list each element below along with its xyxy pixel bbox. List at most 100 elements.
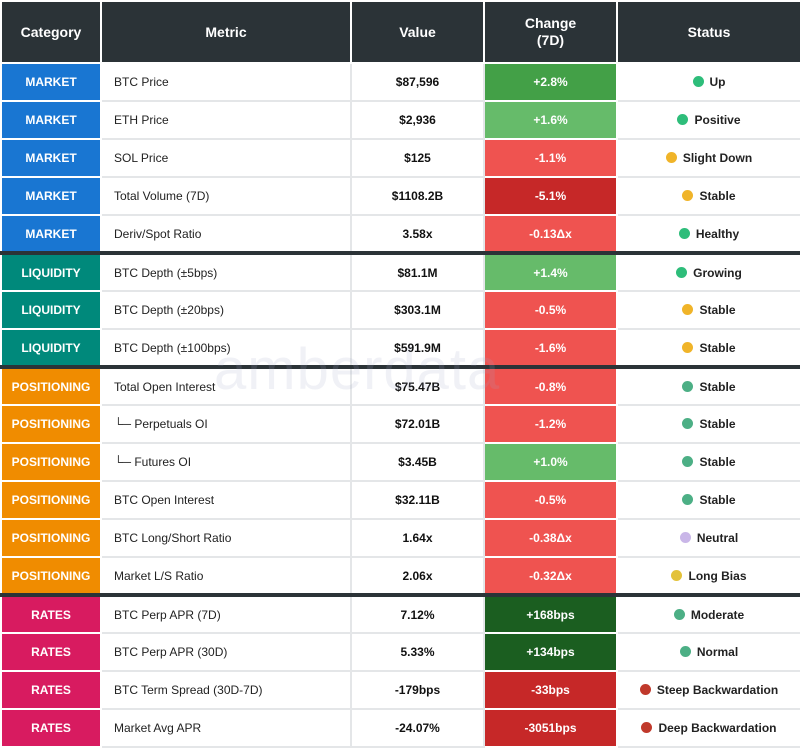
category-badge: POSITIONING xyxy=(0,442,102,482)
value-cell: $75.47B xyxy=(350,365,485,406)
status-cell: Normal xyxy=(616,632,800,672)
status-cell: Moderate xyxy=(616,593,800,634)
status-dot-icon xyxy=(682,190,694,201)
metric-cell: Deriv/Spot Ratio xyxy=(100,214,352,254)
status-dot-icon xyxy=(682,418,694,429)
category-badge: MARKET xyxy=(0,176,102,216)
category-badge: POSITIONING xyxy=(0,365,102,406)
metric-cell: Total Volume (7D) xyxy=(100,176,352,216)
value-cell: 1.64x xyxy=(350,518,485,558)
table-row: POSITIONING BTC Long/Short Ratio 1.64x -0.3… xyxy=(0,518,800,558)
status-cell: Up xyxy=(616,62,800,102)
change-cell: +2.8% xyxy=(483,62,618,102)
status-label: Steep Backwardation xyxy=(656,683,779,697)
metric-cell: BTC Term Spread (30D-7D) xyxy=(100,670,352,710)
change-cell: -1.1% xyxy=(483,138,618,178)
table-row: POSITIONING └─ Futures OI $3.45B +1.0% Stabl… xyxy=(0,442,800,482)
status-label: Long Bias xyxy=(688,568,747,583)
header-metric: Metric xyxy=(100,0,352,64)
change-cell: -5.1% xyxy=(483,176,618,216)
status-dot-icon xyxy=(676,266,688,278)
change-cell: -0.8% xyxy=(483,365,618,406)
change-cell: -0.13Δx xyxy=(483,214,618,254)
status-label: Stable xyxy=(699,493,736,507)
status-cell: Stable xyxy=(616,176,800,216)
table-row: POSITIONING Market L/S Ratio 2.06x -0.32Δx L… xyxy=(0,556,800,596)
status-cell: Neutral xyxy=(616,518,800,558)
table-row: RATES Market Avg APR -24.07% -3051bps Deep B… xyxy=(0,708,800,748)
change-cell: -1.6% xyxy=(483,328,618,368)
status-dot-icon xyxy=(639,684,651,695)
change-cell: -3051bps xyxy=(483,708,618,748)
value-cell: $87,596 xyxy=(350,62,485,102)
status-cell: Stable xyxy=(616,290,800,330)
status-cell: Healthy xyxy=(616,214,800,254)
table-row: POSITIONING Total Open Interest $75.47B -0.… xyxy=(0,365,800,406)
category-badge: POSITIONING xyxy=(0,480,102,520)
metric-cell: BTC Perp APR (30D) xyxy=(100,632,352,672)
status-label: Stable xyxy=(699,340,736,355)
metric-cell: BTC Long/Short Ratio xyxy=(100,518,352,558)
category-badge: RATES xyxy=(0,632,102,672)
value-cell: $32.11B xyxy=(350,480,485,520)
category-badge: LIQUIDITY xyxy=(0,290,102,330)
status-dot-icon xyxy=(679,646,691,657)
change-cell: +1.4% xyxy=(483,251,618,292)
status-label: Normal xyxy=(696,645,739,659)
table-header-row: Category Metric Value Change (7D) Status xyxy=(0,0,800,64)
value-cell: $81.1M xyxy=(350,251,485,292)
status-dot-icon xyxy=(679,532,691,543)
status-cell: Stable xyxy=(616,480,800,520)
header-status: Status xyxy=(616,0,800,64)
status-label: Moderate xyxy=(690,607,745,622)
status-dot-icon xyxy=(682,456,694,467)
value-cell: -179bps xyxy=(350,670,485,710)
table-row: RATES BTC Perp APR (7D) 7.12% +168bps Modera… xyxy=(0,593,800,634)
table-row: MARKET BTC Price $87,596 +2.8% Up xyxy=(0,62,800,102)
status-dot-icon xyxy=(665,152,677,163)
change-cell: -0.5% xyxy=(483,290,618,330)
status-dot-icon xyxy=(682,341,694,353)
status-label: Stable xyxy=(699,417,736,431)
category-badge: LIQUIDITY xyxy=(0,251,102,292)
table-row: LIQUIDITY BTC Depth (±5bps) $81.1M +1.4% Gro… xyxy=(0,251,800,292)
value-cell: $303.1M xyxy=(350,290,485,330)
change-cell: -0.5% xyxy=(483,480,618,520)
status-dot-icon xyxy=(682,380,694,392)
header-category: Category xyxy=(0,0,102,64)
status-label: Slight Down xyxy=(682,151,753,165)
metric-cell: BTC Perp APR (7D) xyxy=(100,593,352,634)
status-cell: Slight Down xyxy=(616,138,800,178)
change-cell: +1.6% xyxy=(483,100,618,140)
change-cell: -1.2% xyxy=(483,404,618,444)
status-label: Positive xyxy=(694,113,741,127)
category-badge: POSITIONING xyxy=(0,404,102,444)
status-dot-icon xyxy=(692,76,704,87)
status-cell: Positive xyxy=(616,100,800,140)
table-row: MARKET ETH Price $2,936 +1.6% Positive xyxy=(0,100,800,140)
metric-cell: BTC Depth (±100bps) xyxy=(100,328,352,368)
table-row: POSITIONING └─ Perpetuals OI $72.01B -1.2% S… xyxy=(0,404,800,444)
status-cell: Stable xyxy=(616,442,800,482)
status-label: Stable xyxy=(699,455,736,469)
table-row: MARKET Total Volume (7D) $1108.2B -5.1% Stab… xyxy=(0,176,800,216)
status-label: Growing xyxy=(693,265,742,280)
status-cell: Stable xyxy=(616,404,800,444)
status-cell: Stable xyxy=(616,365,800,406)
status-cell: Growing xyxy=(616,251,800,292)
value-cell: $1108.2B xyxy=(350,176,485,216)
category-badge: MARKET xyxy=(0,100,102,140)
category-badge: POSITIONING xyxy=(0,556,102,596)
change-cell: -0.32Δx xyxy=(483,556,618,596)
category-badge: MARKET xyxy=(0,138,102,178)
status-label: Stable xyxy=(699,303,736,317)
value-cell: $72.01B xyxy=(350,404,485,444)
table-body: MARKET BTC Price $87,596 +2.8% Up MARKET ETH P… xyxy=(0,62,800,748)
table-row: RATES BTC Term Spread (30D-7D) -179bps -33b… xyxy=(0,670,800,710)
status-label: Stable xyxy=(699,189,736,203)
metric-cell: └─ Perpetuals OI xyxy=(100,404,352,444)
value-cell: $2,936 xyxy=(350,100,485,140)
metric-cell: └─ Futures OI xyxy=(100,442,352,482)
category-badge: POSITIONING xyxy=(0,518,102,558)
